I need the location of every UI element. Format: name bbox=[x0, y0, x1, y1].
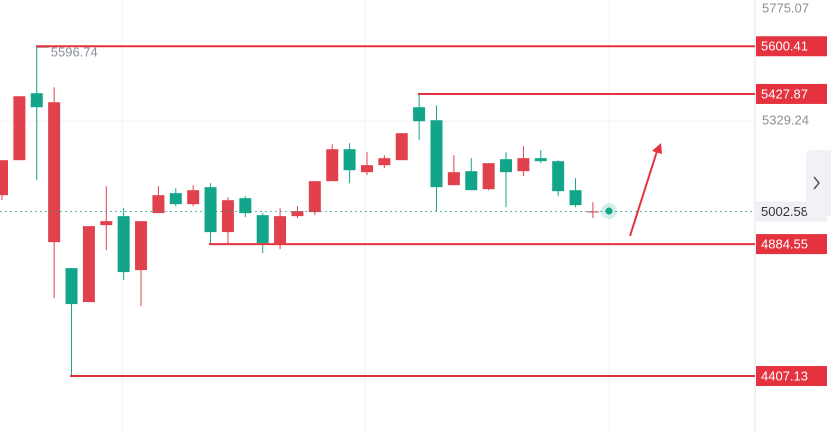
candle-body bbox=[343, 149, 356, 171]
candle-body bbox=[517, 158, 530, 172]
candle-body bbox=[395, 133, 408, 161]
candle-body bbox=[465, 171, 478, 191]
candle-body bbox=[274, 216, 287, 244]
candle-body bbox=[30, 93, 43, 108]
candle-body bbox=[308, 181, 321, 213]
candle-body bbox=[117, 216, 130, 273]
candle-body bbox=[413, 107, 426, 122]
trend-arrow-head bbox=[652, 143, 662, 154]
level-label: 4884.55 bbox=[761, 237, 808, 252]
level-label-box bbox=[756, 83, 827, 104]
candle-body bbox=[326, 149, 339, 182]
candle-body bbox=[135, 221, 148, 271]
candle-body bbox=[82, 226, 95, 303]
level-label-box bbox=[756, 234, 827, 255]
candle-body bbox=[586, 211, 599, 213]
level-label: 5600.41 bbox=[761, 39, 808, 54]
trend-arrow bbox=[629, 147, 659, 237]
collapse-chevron bbox=[813, 176, 820, 190]
candle-body bbox=[482, 163, 495, 190]
candle-body bbox=[48, 102, 61, 243]
candle-body bbox=[100, 221, 113, 226]
candle-body bbox=[239, 198, 252, 214]
candle-body bbox=[552, 161, 565, 192]
candle-body bbox=[221, 200, 234, 233]
candle-body bbox=[204, 187, 217, 233]
level-label-box bbox=[756, 36, 827, 57]
candle-body bbox=[447, 172, 460, 186]
live-dot bbox=[605, 207, 613, 215]
candle-body bbox=[569, 190, 582, 206]
y-tick-label: 5775.07 bbox=[762, 0, 809, 15]
candle-body bbox=[291, 211, 304, 217]
y-tick-label: 5329.24 bbox=[762, 113, 809, 128]
candle-body bbox=[152, 195, 165, 214]
candle-body bbox=[500, 159, 513, 173]
candle-body bbox=[13, 96, 26, 161]
candle-body bbox=[169, 193, 182, 205]
candle-body bbox=[360, 165, 373, 173]
current-price-label: 5002.58 bbox=[761, 204, 808, 219]
vertical-grid bbox=[121, 0, 610, 433]
candle-body bbox=[378, 158, 391, 166]
candle-body bbox=[430, 120, 443, 188]
candle-body bbox=[0, 160, 8, 196]
candle-body bbox=[65, 268, 78, 305]
candle-body bbox=[187, 190, 200, 205]
level-label: 5427.87 bbox=[761, 86, 808, 101]
candle-body bbox=[534, 158, 547, 162]
level-label-box bbox=[756, 366, 827, 387]
plot: 5775.07 5329.24 5596.74 5002.58 5600.41 5427.… bbox=[0, 0, 827, 387]
candle-body bbox=[256, 215, 269, 244]
level-label: 4407.13 bbox=[761, 368, 808, 383]
high-marker-label: 5596.74 bbox=[51, 45, 98, 60]
